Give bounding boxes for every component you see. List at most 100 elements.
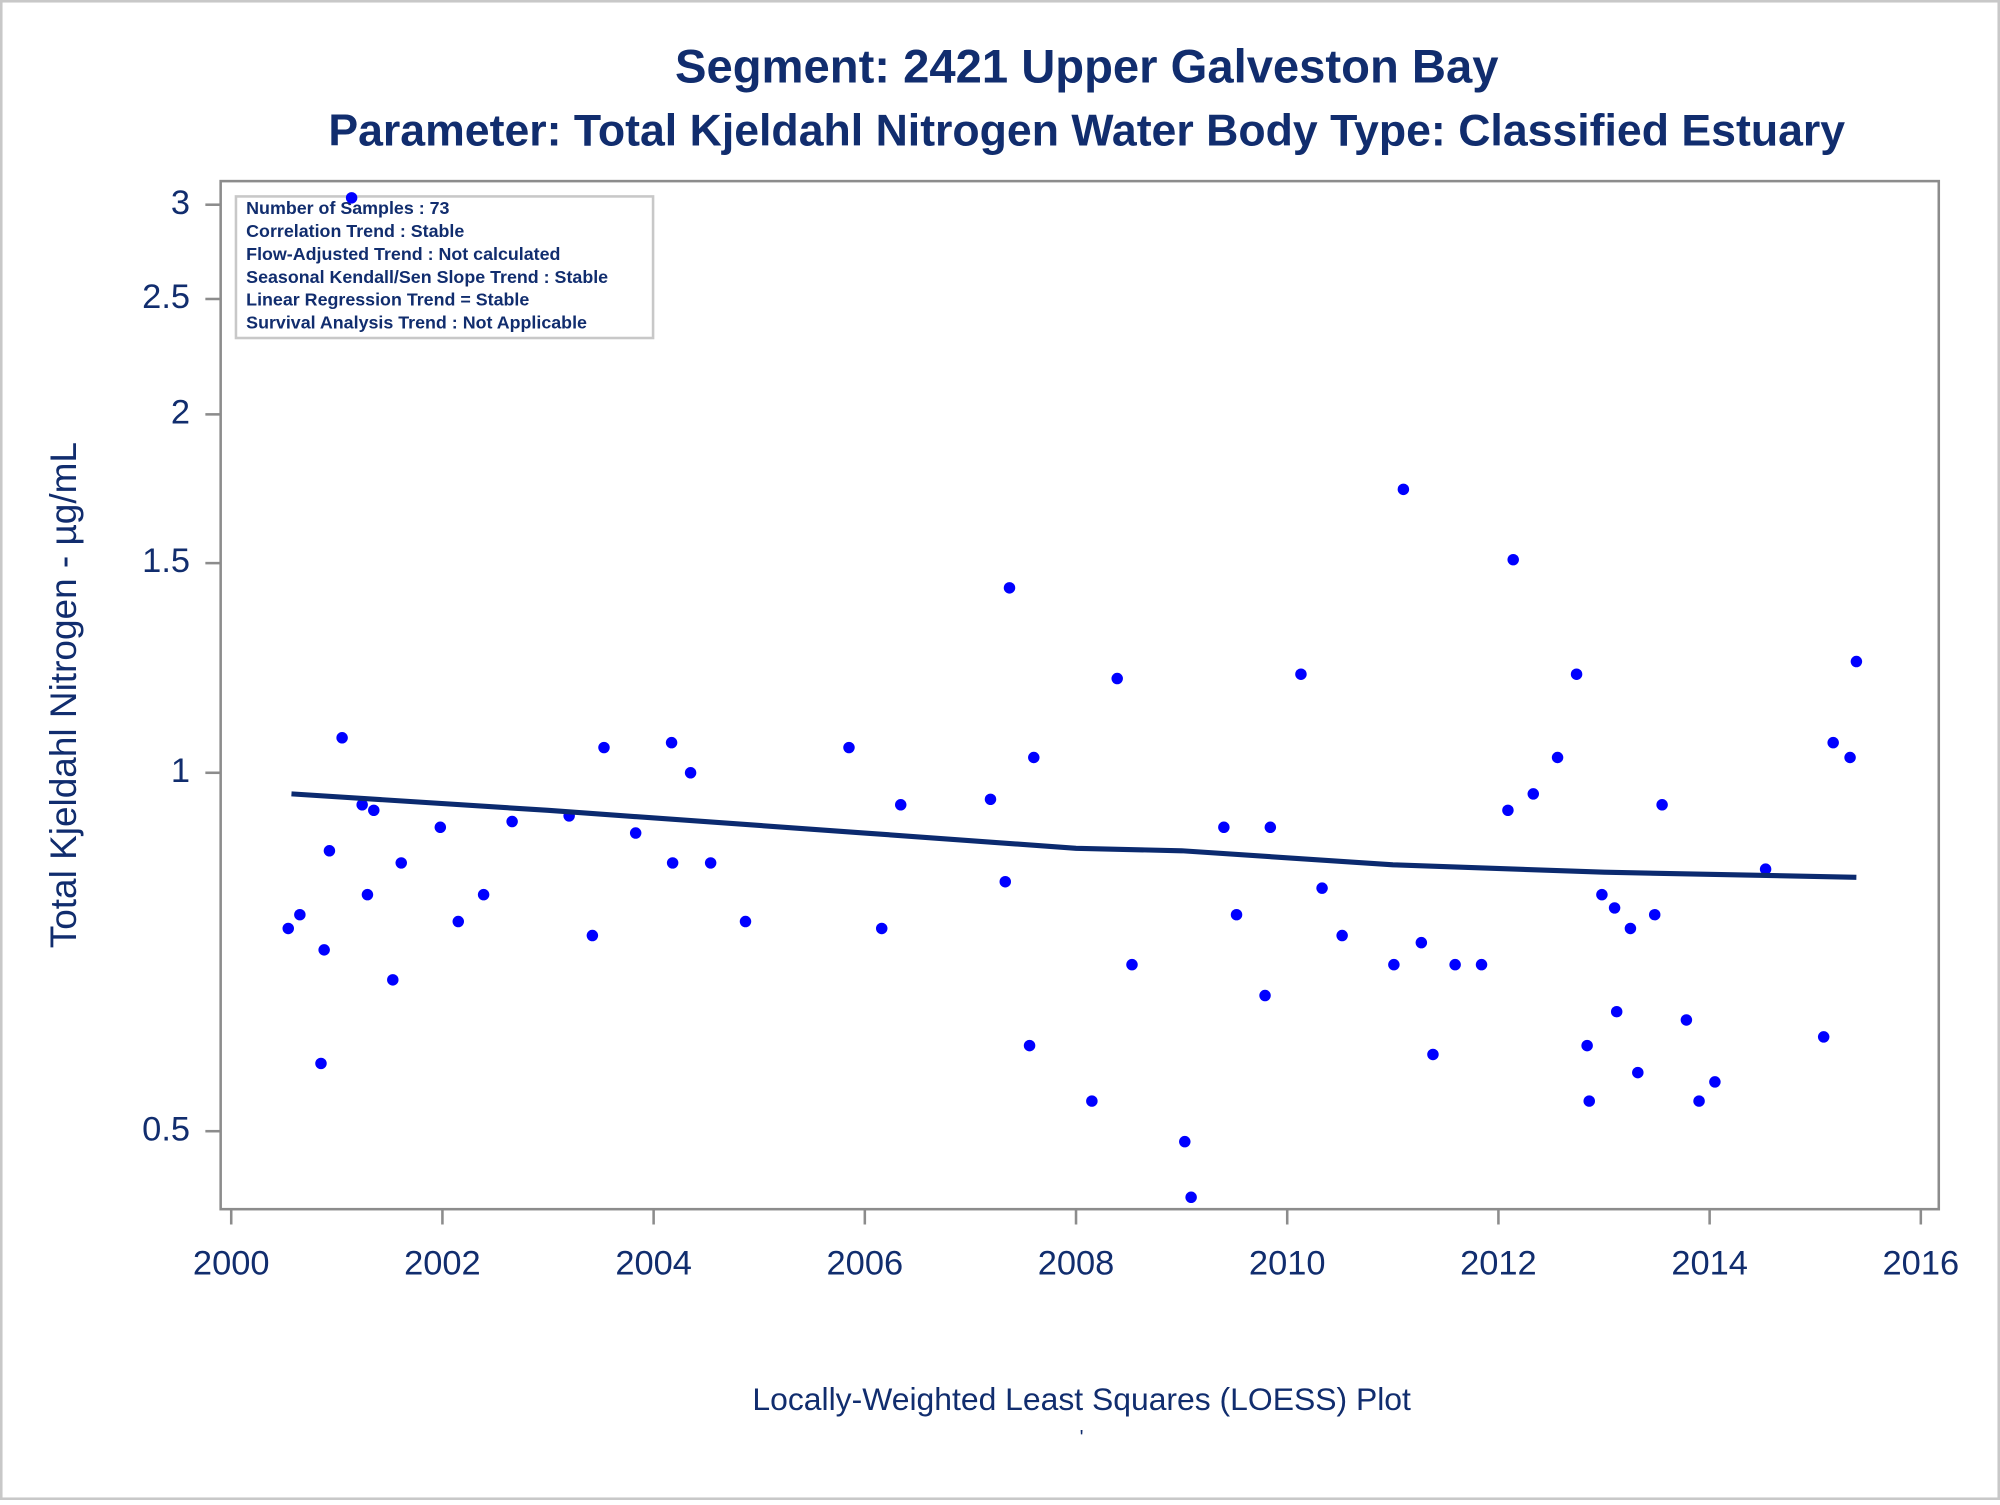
point (629, 827, 642, 839)
annotation: Flow-Adjusted Trend : Not calculated (246, 244, 560, 264)
point (356, 799, 368, 811)
point (1023, 1039, 1036, 1052)
point (1316, 882, 1328, 894)
annotation: Linear Regression Trend = Stable (246, 290, 529, 310)
point (586, 929, 599, 942)
point (1336, 929, 1348, 942)
annotation-box (234, 195, 655, 340)
point (361, 888, 374, 901)
point (666, 857, 679, 869)
point (1185, 1191, 1197, 1204)
x-tick-label: 2012 (1460, 1244, 1537, 1282)
y-tick-label: 3 (171, 184, 190, 222)
point (1502, 804, 1514, 817)
chart-subtitle: Parameter: Total Kjeldahl Nitrogen Water… (328, 107, 1845, 156)
point (452, 915, 465, 928)
point (875, 922, 888, 935)
annotation: Seasonal Kendall/Sen Slope Trend : Stabl… (246, 267, 608, 287)
point (1583, 1095, 1595, 1107)
x-tick-label: 2010 (1249, 1244, 1326, 1282)
annotation: Survival Analysis Trend : Not Applicable (246, 313, 587, 333)
point (1850, 655, 1863, 668)
point (598, 741, 610, 754)
x-tick-label: 2002 (404, 1244, 481, 1282)
point (506, 815, 518, 828)
point (894, 799, 907, 811)
point (1126, 958, 1138, 971)
point (1709, 1076, 1721, 1088)
point (323, 845, 336, 857)
point (345, 192, 358, 204)
x-tick-label: 2004 (615, 1244, 692, 1282)
point (1218, 821, 1230, 834)
point (739, 915, 752, 928)
x-tick-label: 2016 (1883, 1244, 1960, 1282)
point (1527, 788, 1540, 800)
point (999, 876, 1012, 888)
point (395, 857, 407, 869)
point (1693, 1095, 1705, 1107)
point (1608, 902, 1621, 914)
point (477, 888, 490, 901)
x-tick-label: 2006 (827, 1244, 904, 1282)
footnote: ' (1080, 1427, 1084, 1449)
point (684, 767, 697, 779)
x-tick-label: 2008 (1038, 1244, 1115, 1282)
point (1581, 1039, 1593, 1052)
point (1475, 958, 1488, 971)
point (1230, 908, 1243, 921)
point (318, 944, 330, 956)
point (387, 974, 399, 986)
point (1632, 1066, 1644, 1079)
point (1003, 582, 1016, 594)
point (434, 821, 447, 834)
point (1397, 483, 1410, 496)
point (1179, 1135, 1191, 1148)
point (1259, 989, 1271, 1002)
loess-line (291, 791, 1857, 880)
y-axis-label: Total Kjeldahl Nitrogen - µg/mL (43, 442, 84, 948)
point (984, 793, 997, 806)
chart-title: Segment: 2421 Upper Galveston Bay (675, 41, 1498, 94)
point (1827, 736, 1839, 749)
point (1551, 751, 1564, 764)
point (1648, 908, 1661, 921)
x-tick-label: 2000 (193, 1244, 270, 1282)
point (1610, 1005, 1623, 1018)
y-tick-label: 1.5 (142, 542, 190, 580)
point (843, 741, 855, 754)
plot-area (219, 179, 1941, 1211)
point (282, 922, 294, 935)
point (1817, 1031, 1830, 1043)
point (665, 736, 678, 749)
point (336, 732, 348, 744)
point (1111, 672, 1123, 685)
point (1295, 668, 1307, 680)
point (1596, 888, 1608, 901)
caption: Locally-Weighted Least Squares (LOESS) P… (752, 1381, 1411, 1417)
x-tick-label: 2014 (1671, 1244, 1748, 1282)
point (1264, 821, 1277, 834)
point (1507, 553, 1519, 566)
point (1844, 751, 1856, 764)
y-tick-label: 2.5 (142, 278, 190, 316)
point (368, 804, 380, 817)
point (315, 1057, 327, 1070)
point (1680, 1014, 1693, 1026)
point (1427, 1048, 1439, 1061)
point (1415, 936, 1428, 949)
point (1624, 922, 1637, 935)
annotation: Correlation Trend : Stable (246, 221, 464, 241)
point (1086, 1095, 1098, 1107)
point (1028, 751, 1040, 764)
point (704, 857, 717, 869)
point (294, 908, 306, 921)
annotation: Number of Samples : 73 (246, 198, 449, 218)
point (1656, 799, 1668, 811)
point (1449, 958, 1461, 971)
point (1759, 863, 1772, 875)
y-tick-label: 2 (171, 393, 190, 431)
y-tick-label: 1 (171, 752, 190, 790)
